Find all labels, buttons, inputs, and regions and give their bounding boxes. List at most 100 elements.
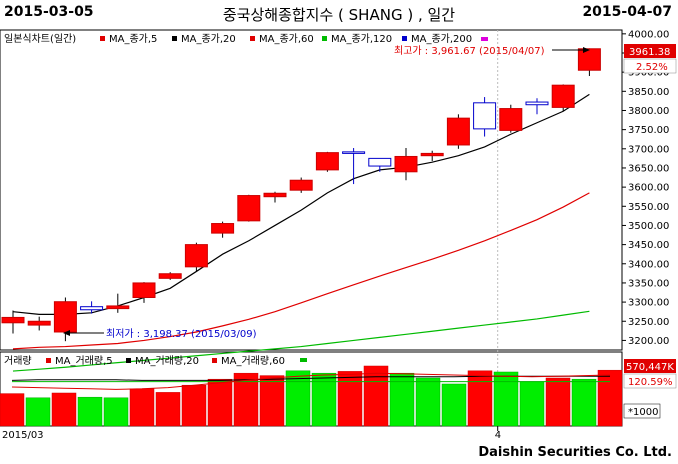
volume-bar-up	[415, 377, 441, 427]
legend-ma60: MA_종가,60	[259, 33, 314, 45]
candle	[368, 157, 392, 172]
candle	[289, 177, 313, 193]
candle	[237, 194, 261, 222]
low-annotation: 최저가 : 3,198.37 (2015/03/09)	[63, 328, 257, 340]
candle	[342, 148, 366, 185]
legend-ma20: MA_종가,20	[181, 33, 236, 45]
header-end-date: 2015-04-07	[582, 4, 672, 20]
candle	[315, 151, 339, 172]
chart-title: 중국상해종합지수 ( SHANG ) , 일간	[222, 6, 456, 24]
candle-body-up	[525, 101, 549, 106]
y-tick-label: 4000.00	[628, 29, 669, 40]
y-tick-label: 3400.00	[628, 259, 669, 270]
candle	[420, 150, 444, 162]
legend-ma120: MA_종가,120	[331, 33, 392, 45]
volume-bar-down	[129, 388, 155, 427]
candle-body-down	[420, 152, 444, 157]
candle-body-down	[27, 320, 51, 326]
volume-bar-up	[103, 397, 129, 427]
high-annotation: 최고가 : 3,961.67 (2015/04/07)	[394, 45, 590, 57]
y-tick-label: 3450.00	[628, 240, 669, 251]
y-tick-label: 3700.00	[628, 144, 669, 155]
chart-type-label: 일본식차트(일간)	[4, 33, 76, 45]
candle	[158, 272, 182, 280]
last-price: 3961.38	[629, 47, 670, 58]
volume-bar-up	[571, 378, 597, 427]
candle-body-down	[499, 108, 523, 131]
candle-body-down	[551, 84, 575, 108]
candle	[211, 221, 235, 238]
candle	[446, 114, 470, 149]
candle	[27, 316, 51, 331]
y-tick-label: 3850.00	[628, 87, 669, 98]
volume-title: 거래량	[4, 355, 32, 367]
candle-body-down	[237, 195, 261, 222]
candle-body-down	[158, 273, 182, 279]
y-tick-label: 3350.00	[628, 278, 669, 289]
volume-bar-down	[181, 384, 207, 427]
volume-bar-up	[77, 396, 103, 427]
volume-bar-down	[337, 371, 363, 427]
volume-bar-up	[25, 397, 51, 427]
volume-unit: *1000	[628, 407, 658, 418]
legend-ma5: MA_종가,5	[109, 33, 157, 45]
candle	[394, 148, 418, 181]
candle-body-up	[80, 306, 104, 311]
candle-body-down	[106, 305, 130, 310]
volume-bar-up	[285, 370, 311, 427]
last-price-box	[624, 44, 676, 58]
candle-body-up	[473, 102, 497, 130]
volume-bar-down	[597, 369, 623, 427]
ma60-line	[12, 310, 590, 372]
volume-bar-up	[519, 381, 545, 427]
volume-last-box	[624, 359, 676, 373]
candle	[184, 242, 208, 272]
candle-body-down	[132, 282, 156, 298]
volume-bar-down	[363, 365, 389, 427]
volume-bar-down	[0, 393, 25, 427]
candle	[53, 297, 77, 342]
candle-body-down	[184, 244, 208, 268]
candle-body-down	[1, 316, 25, 324]
candle	[263, 191, 287, 203]
y-tick-label: 3650.00	[628, 163, 669, 174]
volume-legend: 거래량 MA_거래량,5 MA_거래량,20 MA_거래량,60	[4, 355, 307, 367]
volume-bar-down	[51, 392, 77, 427]
candle	[80, 301, 104, 314]
y-tick-label: 3550.00	[628, 202, 669, 213]
high-label: 최고가 : 3,961.67 (2015/04/07)	[394, 45, 545, 57]
legend-ma200: MA_종가,200	[411, 33, 472, 45]
volume-bar-down	[545, 377, 571, 427]
volume-last: 570,447K	[626, 362, 674, 373]
volume-bar-up	[441, 383, 467, 427]
volume-ma-lines	[11, 372, 611, 390]
y-tick-label: 3750.00	[628, 125, 669, 136]
footer-company: Daishin Securities Co. Ltd.	[478, 445, 672, 460]
candle-body-down	[446, 117, 470, 146]
price-axis-ticks: 3200.00 3250.00 3300.00 3350.00 3400.00 3450.…	[622, 29, 669, 347]
candle	[525, 98, 549, 115]
volume-bar-down	[207, 378, 233, 427]
candle	[132, 282, 156, 303]
y-tick-label: 3800.00	[628, 106, 669, 117]
candle-body-down	[263, 192, 287, 198]
ma20-line	[12, 192, 590, 350]
candle	[551, 84, 575, 112]
price-panel-frame	[0, 29, 623, 351]
candle-body-down	[577, 48, 601, 71]
y-tick-label: 3250.00	[628, 317, 669, 328]
volume-bar-up	[493, 371, 519, 427]
volume-pct: 120.59%	[628, 377, 673, 388]
header-start-date: 2015-03-05	[4, 4, 94, 20]
candle-body-down	[315, 152, 339, 171]
x-label-start: 2015/03	[2, 430, 44, 441]
volume-pct-box	[623, 373, 677, 389]
y-tick-label: 3500.00	[628, 221, 669, 232]
candle	[499, 104, 523, 133]
x-label-april: 4	[495, 430, 501, 441]
vol-ma5-line	[11, 372, 611, 390]
candle	[106, 293, 130, 313]
volume-bar-down	[259, 375, 285, 427]
candle-body-up	[368, 157, 392, 167]
volume-bar-down	[155, 392, 181, 427]
